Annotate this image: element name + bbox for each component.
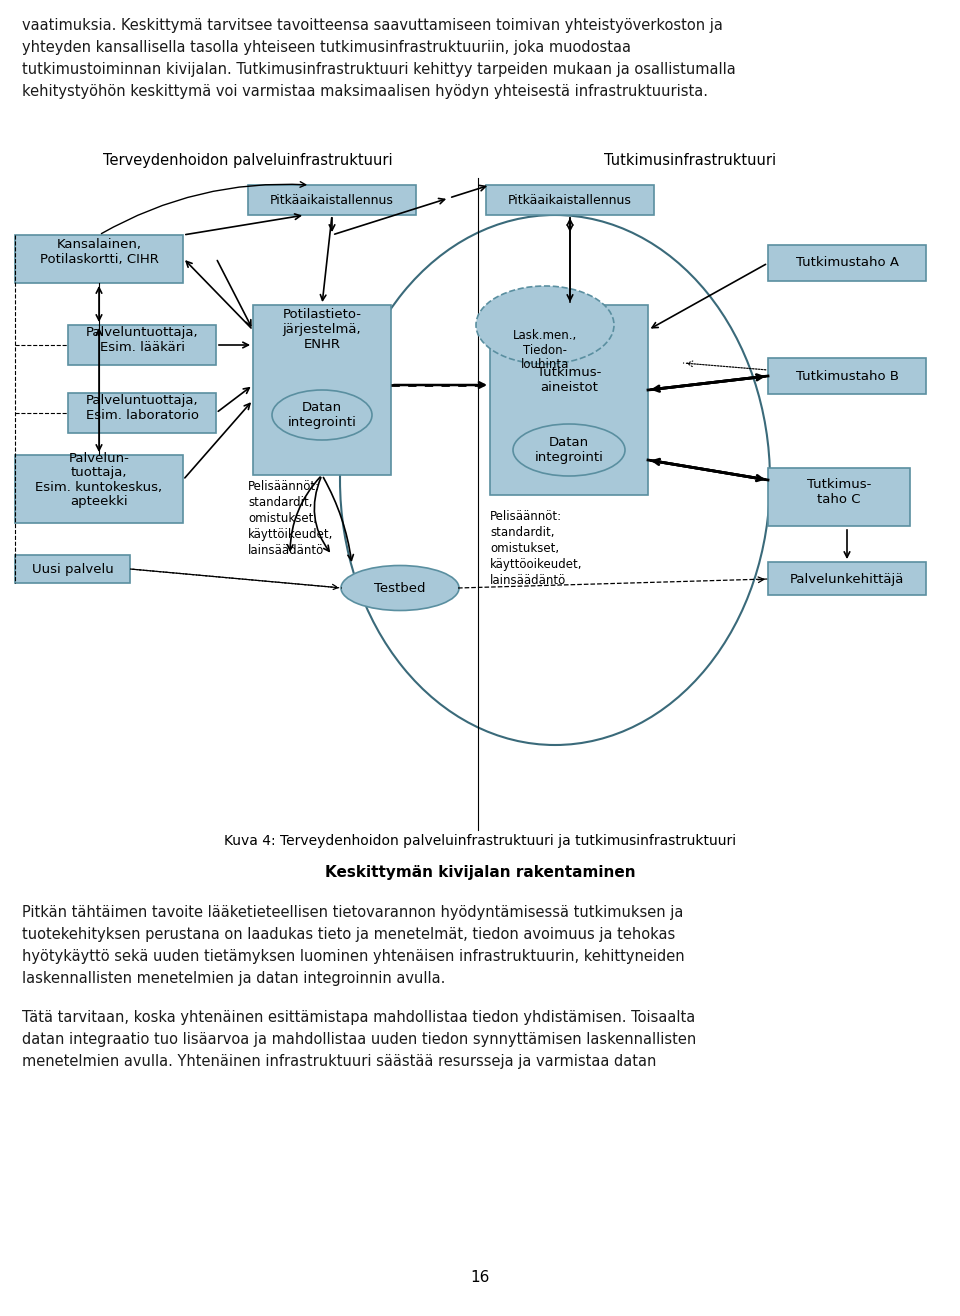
Text: Datan
integrointi: Datan integrointi: [535, 436, 604, 465]
FancyBboxPatch shape: [490, 305, 648, 495]
Text: Tutkimus-
aineistot: Tutkimus- aineistot: [537, 366, 601, 393]
Text: Tutkimusinfrastruktuuri: Tutkimusinfrastruktuuri: [604, 153, 776, 168]
Text: tutkimustoiminnan kivijalan. Tutkimusinfrastruktuuri kehittyy tarpeiden mukaan j: tutkimustoiminnan kivijalan. Tutkimusinf…: [22, 62, 735, 78]
Text: Pelisäännöt:
standardit,
omistukset,
käyttöoikeudet,
lainsäädäntö: Pelisäännöt: standardit, omistukset, käy…: [490, 511, 583, 587]
Ellipse shape: [272, 390, 372, 440]
Text: kehitystyöhön keskittymä voi varmistaa maksimaalisen hyödyn yhteisestä infrastru: kehitystyöhön keskittymä voi varmistaa m…: [22, 84, 708, 99]
Ellipse shape: [476, 286, 614, 365]
FancyBboxPatch shape: [768, 358, 926, 393]
Text: Pitkäaikaistallennus: Pitkäaikaistallennus: [508, 193, 632, 207]
FancyBboxPatch shape: [768, 468, 910, 526]
Text: menetelmien avulla. Yhtenäinen infrastruktuuri säästää resursseja ja varmistaa d: menetelmien avulla. Yhtenäinen infrastru…: [22, 1054, 657, 1069]
Text: Datan
integrointi: Datan integrointi: [288, 401, 356, 429]
Text: Kansalainen,
Potilaskortti, CIHR: Kansalainen, Potilaskortti, CIHR: [39, 238, 158, 266]
FancyBboxPatch shape: [15, 455, 183, 522]
Text: Uusi palvelu: Uusi palvelu: [32, 562, 114, 575]
Text: Pitkän tähtäimen tavoite lääketieteellisen tietovarannon hyödyntämisessä tutkimu: Pitkän tähtäimen tavoite lääketieteellis…: [22, 905, 684, 920]
FancyBboxPatch shape: [768, 562, 926, 595]
Text: vaatimuksia. Keskittymä tarvitsee tavoitteensa saavuttamiseen toimivan yhteistyö: vaatimuksia. Keskittymä tarvitsee tavoit…: [22, 18, 723, 33]
FancyBboxPatch shape: [486, 186, 654, 215]
Text: Potilastieto-
järjestelmä,
ENHR: Potilastieto- järjestelmä, ENHR: [282, 308, 362, 351]
Text: Palveluntuottaja,
Esim. laboratorio: Palveluntuottaja, Esim. laboratorio: [85, 393, 199, 422]
Text: Terveydenhoidon palveluinfrastruktuuri: Terveydenhoidon palveluinfrastruktuuri: [103, 153, 393, 168]
FancyBboxPatch shape: [253, 305, 391, 475]
FancyBboxPatch shape: [768, 245, 926, 282]
Text: yhteyden kansallisella tasolla yhteiseen tutkimusinfrastruktuuriin, joka muodost: yhteyden kansallisella tasolla yhteiseen…: [22, 39, 631, 55]
Text: laskennallisten menetelmien ja datan integroinnin avulla.: laskennallisten menetelmien ja datan int…: [22, 971, 445, 986]
Text: hyötykäyttö sekä uuden tietämyksen luominen yhtenäisen infrastruktuurin, kehitty: hyötykäyttö sekä uuden tietämyksen luomi…: [22, 949, 684, 965]
FancyBboxPatch shape: [248, 186, 416, 215]
FancyBboxPatch shape: [68, 393, 216, 433]
Text: Pelisäännöt:
standardit,
omistukset,
käyttöikeudet,
lainsäädäntö: Pelisäännöt: standardit, omistukset, käy…: [248, 480, 333, 557]
Text: Palvelun-
tuottaja,
Esim. kuntokeskus,
apteekki: Palvelun- tuottaja, Esim. kuntokeskus, a…: [36, 451, 162, 508]
Text: Palvelunkehittäjä: Palvelunkehittäjä: [790, 572, 904, 586]
Text: Tutkimus-
taho C: Tutkimus- taho C: [806, 478, 871, 505]
Text: 16: 16: [470, 1270, 490, 1284]
Text: Pitkäaikaistallennus: Pitkäaikaistallennus: [270, 193, 394, 207]
FancyBboxPatch shape: [15, 555, 130, 583]
FancyBboxPatch shape: [15, 236, 183, 283]
Text: Keskittymän kivijalan rakentaminen: Keskittymän kivijalan rakentaminen: [324, 865, 636, 880]
Ellipse shape: [513, 424, 625, 476]
Text: datan integraatio tuo lisäarvoa ja mahdollistaa uuden tiedon synnyttämisen laske: datan integraatio tuo lisäarvoa ja mahdo…: [22, 1032, 696, 1048]
Text: Palveluntuottaja,
Esim. lääkäri: Palveluntuottaja, Esim. lääkäri: [85, 326, 199, 354]
Text: Lask.men.,
Tiedon-
louhinta: Lask.men., Tiedon- louhinta: [513, 329, 577, 371]
Text: Kuva 4: Terveydenhoidon palveluinfrastruktuuri ja tutkimusinfrastruktuuri: Kuva 4: Terveydenhoidon palveluinfrastru…: [224, 834, 736, 848]
Text: Tutkimustaho B: Tutkimustaho B: [796, 370, 899, 383]
Text: tuotekehityksen perustana on laadukas tieto ja menetelmät, tiedon avoimuus ja te: tuotekehityksen perustana on laadukas ti…: [22, 926, 675, 942]
Text: Testbed: Testbed: [374, 582, 425, 595]
Ellipse shape: [341, 566, 459, 611]
Text: Tätä tarvitaan, koska yhtenäinen esittämistapa mahdollistaa tiedon yhdistämisen.: Tätä tarvitaan, koska yhtenäinen esittäm…: [22, 1009, 695, 1025]
Text: Tutkimustaho A: Tutkimustaho A: [796, 257, 899, 270]
FancyBboxPatch shape: [68, 325, 216, 365]
